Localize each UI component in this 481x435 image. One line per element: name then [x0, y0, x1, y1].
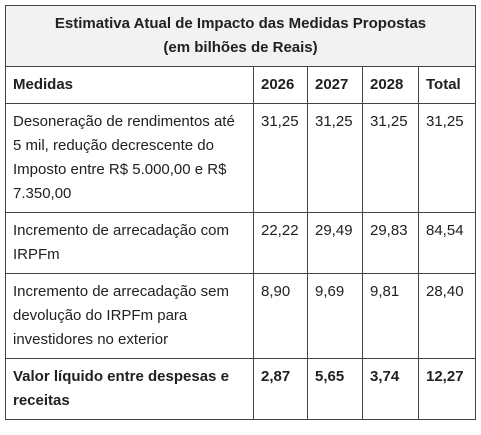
value-cell: 12,27 — [417, 358, 477, 420]
value-cell: 2,87 — [253, 358, 308, 420]
measure-cell: Incremento de arrecadação com IRPFm — [5, 212, 254, 274]
value-cell: 28,40 — [417, 273, 477, 359]
header-cell: 2026 — [253, 66, 308, 104]
table-row: Incremento de arrecadação com IRPFm 22,22… — [5, 212, 477, 274]
table-row: Valor líquido entre despesas e receitas 2… — [5, 358, 477, 420]
title-line: (em bilhões de Reais) — [163, 39, 318, 56]
header-cell: 2028 — [362, 66, 419, 104]
value-cell: 3,74 — [362, 358, 419, 420]
value-cell: 8,90 — [253, 273, 308, 359]
table-body: Desoneração de rendimentos até 5 mil, re… — [5, 103, 477, 420]
table-row: Desoneração de rendimentos até 5 mil, re… — [5, 103, 477, 213]
value-cell: 31,25 — [307, 103, 363, 213]
header-cell: Medidas — [5, 66, 254, 104]
table-row: Incremento de arrecadação sem devolução … — [5, 273, 477, 359]
table-title: Estimativa Atual de Impacto das Medidas … — [4, 5, 477, 67]
value-cell: 31,25 — [417, 103, 477, 213]
measure-cell: Desoneração de rendimentos até 5 mil, re… — [5, 103, 254, 213]
header-cell: 2027 — [307, 66, 363, 104]
value-cell: 5,65 — [307, 358, 363, 420]
header-cell: Total — [417, 66, 477, 104]
value-cell: 31,25 — [253, 103, 308, 213]
header-row: Medidas 2026 2027 2028 Total — [5, 66, 477, 104]
table-head: Estimativa Atual de Impacto das Medidas … — [4, 5, 477, 104]
value-cell: 31,25 — [362, 103, 419, 213]
title-row: Estimativa Atual de Impacto das Medidas … — [4, 5, 477, 67]
impact-table: Estimativa Atual de Impacto das Medidas … — [4, 5, 477, 420]
value-cell: 29,83 — [362, 212, 419, 274]
title-line: Estimativa Atual de Impacto das Medidas … — [54, 15, 427, 32]
value-cell: 84,54 — [417, 212, 477, 274]
value-cell: 22,22 — [253, 212, 308, 274]
value-cell: 29,49 — [307, 212, 363, 274]
measure-cell: Valor líquido entre despesas e receitas — [5, 358, 254, 420]
measure-cell: Incremento de arrecadação sem devolução … — [5, 273, 254, 359]
value-cell: 9,69 — [307, 273, 363, 359]
value-cell: 9,81 — [362, 273, 419, 359]
